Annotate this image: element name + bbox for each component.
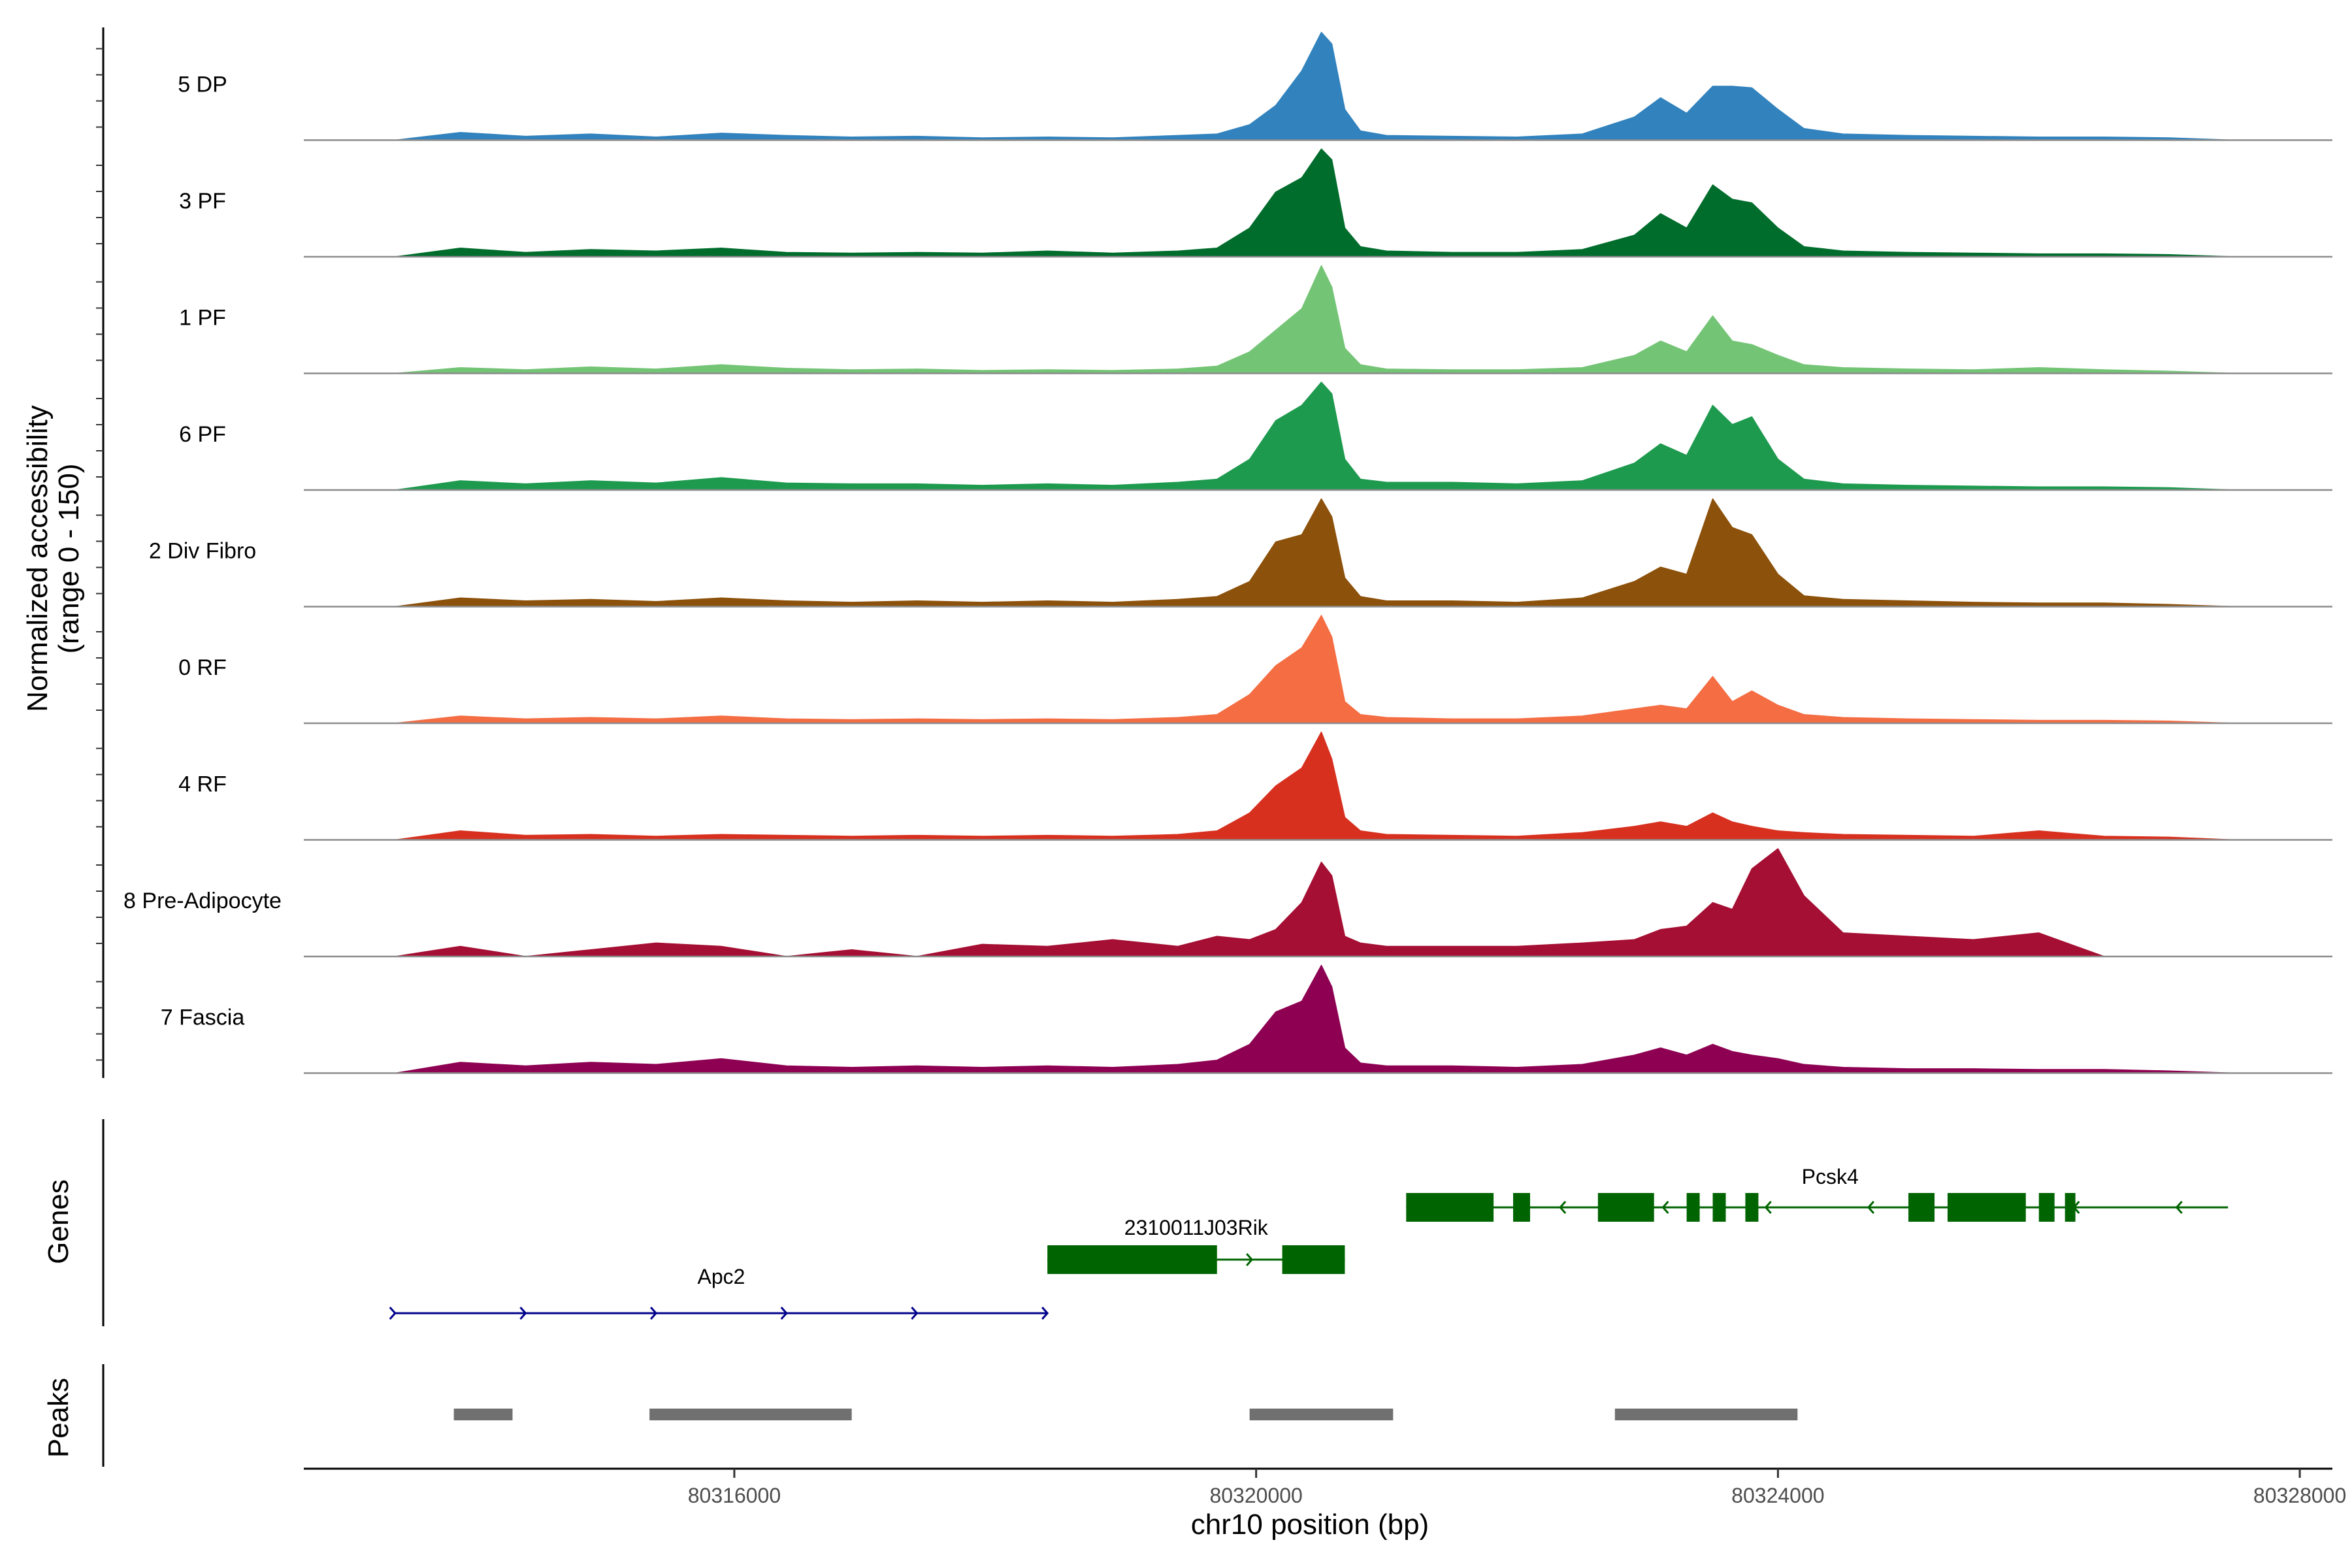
gene-label-apc2: Apc2 xyxy=(698,1265,745,1288)
strand-arrow xyxy=(1246,1253,1254,1266)
x-axis-title: chr10 position (bp) xyxy=(1191,1509,1429,1541)
strand-arrow xyxy=(911,1307,919,1320)
peak-region xyxy=(1614,1409,1798,1420)
gene-exon xyxy=(2038,1193,2055,1222)
gene-exon xyxy=(1947,1193,2026,1222)
strand-arrow xyxy=(1661,1201,1669,1214)
gene-exon xyxy=(1513,1193,1530,1222)
track-label-8-pre-adipocyte: 8 Pre-Adipocyte xyxy=(123,889,282,913)
y-axis-title-line-1: Normalized accessibility xyxy=(22,405,54,711)
peak-track xyxy=(453,1409,1798,1420)
strand-arrow xyxy=(780,1307,788,1320)
coverage-area-1-pf xyxy=(395,265,2235,374)
track-label-5-dp: 5 DP xyxy=(178,73,227,97)
gene-exon xyxy=(1597,1193,1654,1222)
coverage-area-2-div-fibro xyxy=(395,498,2235,608)
axes: 80316000 80320000 80324000 80328000 xyxy=(96,27,2346,1507)
strand-arrow xyxy=(650,1307,658,1320)
track-label-3-pf: 3 PF xyxy=(179,189,226,214)
peak-region xyxy=(649,1409,852,1420)
strand-arrow xyxy=(1764,1201,1772,1214)
track-8-pre-adipocyte: 8 Pre-Adipocyte xyxy=(123,848,2332,958)
strand-arrow xyxy=(1041,1307,1049,1320)
track-label-6-pf: 6 PF xyxy=(179,422,226,447)
gene-label-2310011j03rik: 2310011J03Rik xyxy=(1124,1216,1269,1239)
gene-exon xyxy=(1745,1193,1759,1222)
strand-arrow xyxy=(1559,1201,1567,1214)
track-5-dp: 5 DP xyxy=(178,31,2332,141)
strand-arrow xyxy=(2175,1201,2183,1214)
x-tick-label: 80316000 xyxy=(688,1484,781,1507)
track-label-1-pf: 1 PF xyxy=(179,306,226,331)
strand-arrow xyxy=(389,1307,397,1320)
gene-label-pcsk4: Pcsk4 xyxy=(1802,1165,1859,1188)
peak-region xyxy=(1249,1409,1394,1420)
track-1-pf: 1 PF xyxy=(179,265,2332,374)
gene-exon xyxy=(1686,1193,1700,1222)
gene-exon xyxy=(1712,1193,1726,1222)
track-label-7-fascia: 7 Fascia xyxy=(161,1005,245,1030)
track-label-2-div-fibro: 2 Div Fibro xyxy=(149,539,256,564)
track-0-rf: 0 RF xyxy=(178,615,2332,725)
peaks-track-title: Peaks xyxy=(42,1378,74,1458)
gene-exon xyxy=(1908,1193,1935,1222)
x-tick-label: 80324000 xyxy=(1731,1484,1824,1507)
gene-pcsk4: Pcsk4 xyxy=(1406,1165,2229,1222)
gene-exon xyxy=(1282,1245,1345,1274)
track-3-pf: 3 PF xyxy=(179,148,2332,258)
coverage-area-4-rf xyxy=(395,731,2235,841)
gene-apc2: Apc2 xyxy=(389,1265,1049,1320)
strand-arrow xyxy=(1867,1201,1875,1214)
coverage-area-0-rf xyxy=(395,615,2235,724)
track-label-4-rf: 4 RF xyxy=(178,772,227,797)
coverage-area-6-pf xyxy=(395,382,2235,491)
gene-2310011j03rik: 2310011J03Rik xyxy=(1047,1216,1345,1274)
coverage-tracks: 5 DP 3 PF 1 PF 6 PF 2 Div Fibro 0 RF 4 RF 8 Pre… xyxy=(123,31,2332,1074)
gene-track: Apc2 2310011J03Rik Pcsk4 xyxy=(389,1165,2229,1320)
strand-arrow xyxy=(519,1307,527,1320)
genes-track-title: Genes xyxy=(42,1179,74,1264)
track-2-div-fibro: 2 Div Fibro xyxy=(149,498,2332,608)
x-tick-label: 80320000 xyxy=(1209,1484,1302,1507)
gene-exon xyxy=(1047,1245,1217,1274)
coverage-area-7-fascia xyxy=(395,964,2235,1074)
track-label-0-rf: 0 RF xyxy=(178,655,227,680)
gene-exon xyxy=(2065,1193,2076,1222)
peak-region xyxy=(453,1409,513,1420)
coverage-area-8-pre-adipocyte xyxy=(395,848,2235,957)
x-tick-label: 80328000 xyxy=(2253,1484,2346,1507)
track-7-fascia: 7 Fascia xyxy=(161,964,2332,1074)
track-6-pf: 6 PF xyxy=(179,382,2332,491)
y-axis-title-line-2: (range 0 - 150) xyxy=(53,463,85,653)
track-4-rf: 4 RF xyxy=(178,731,2332,841)
coverage-area-5-dp xyxy=(395,31,2235,141)
coverage-area-3-pf xyxy=(395,148,2235,257)
gene-exon xyxy=(1406,1193,1494,1222)
